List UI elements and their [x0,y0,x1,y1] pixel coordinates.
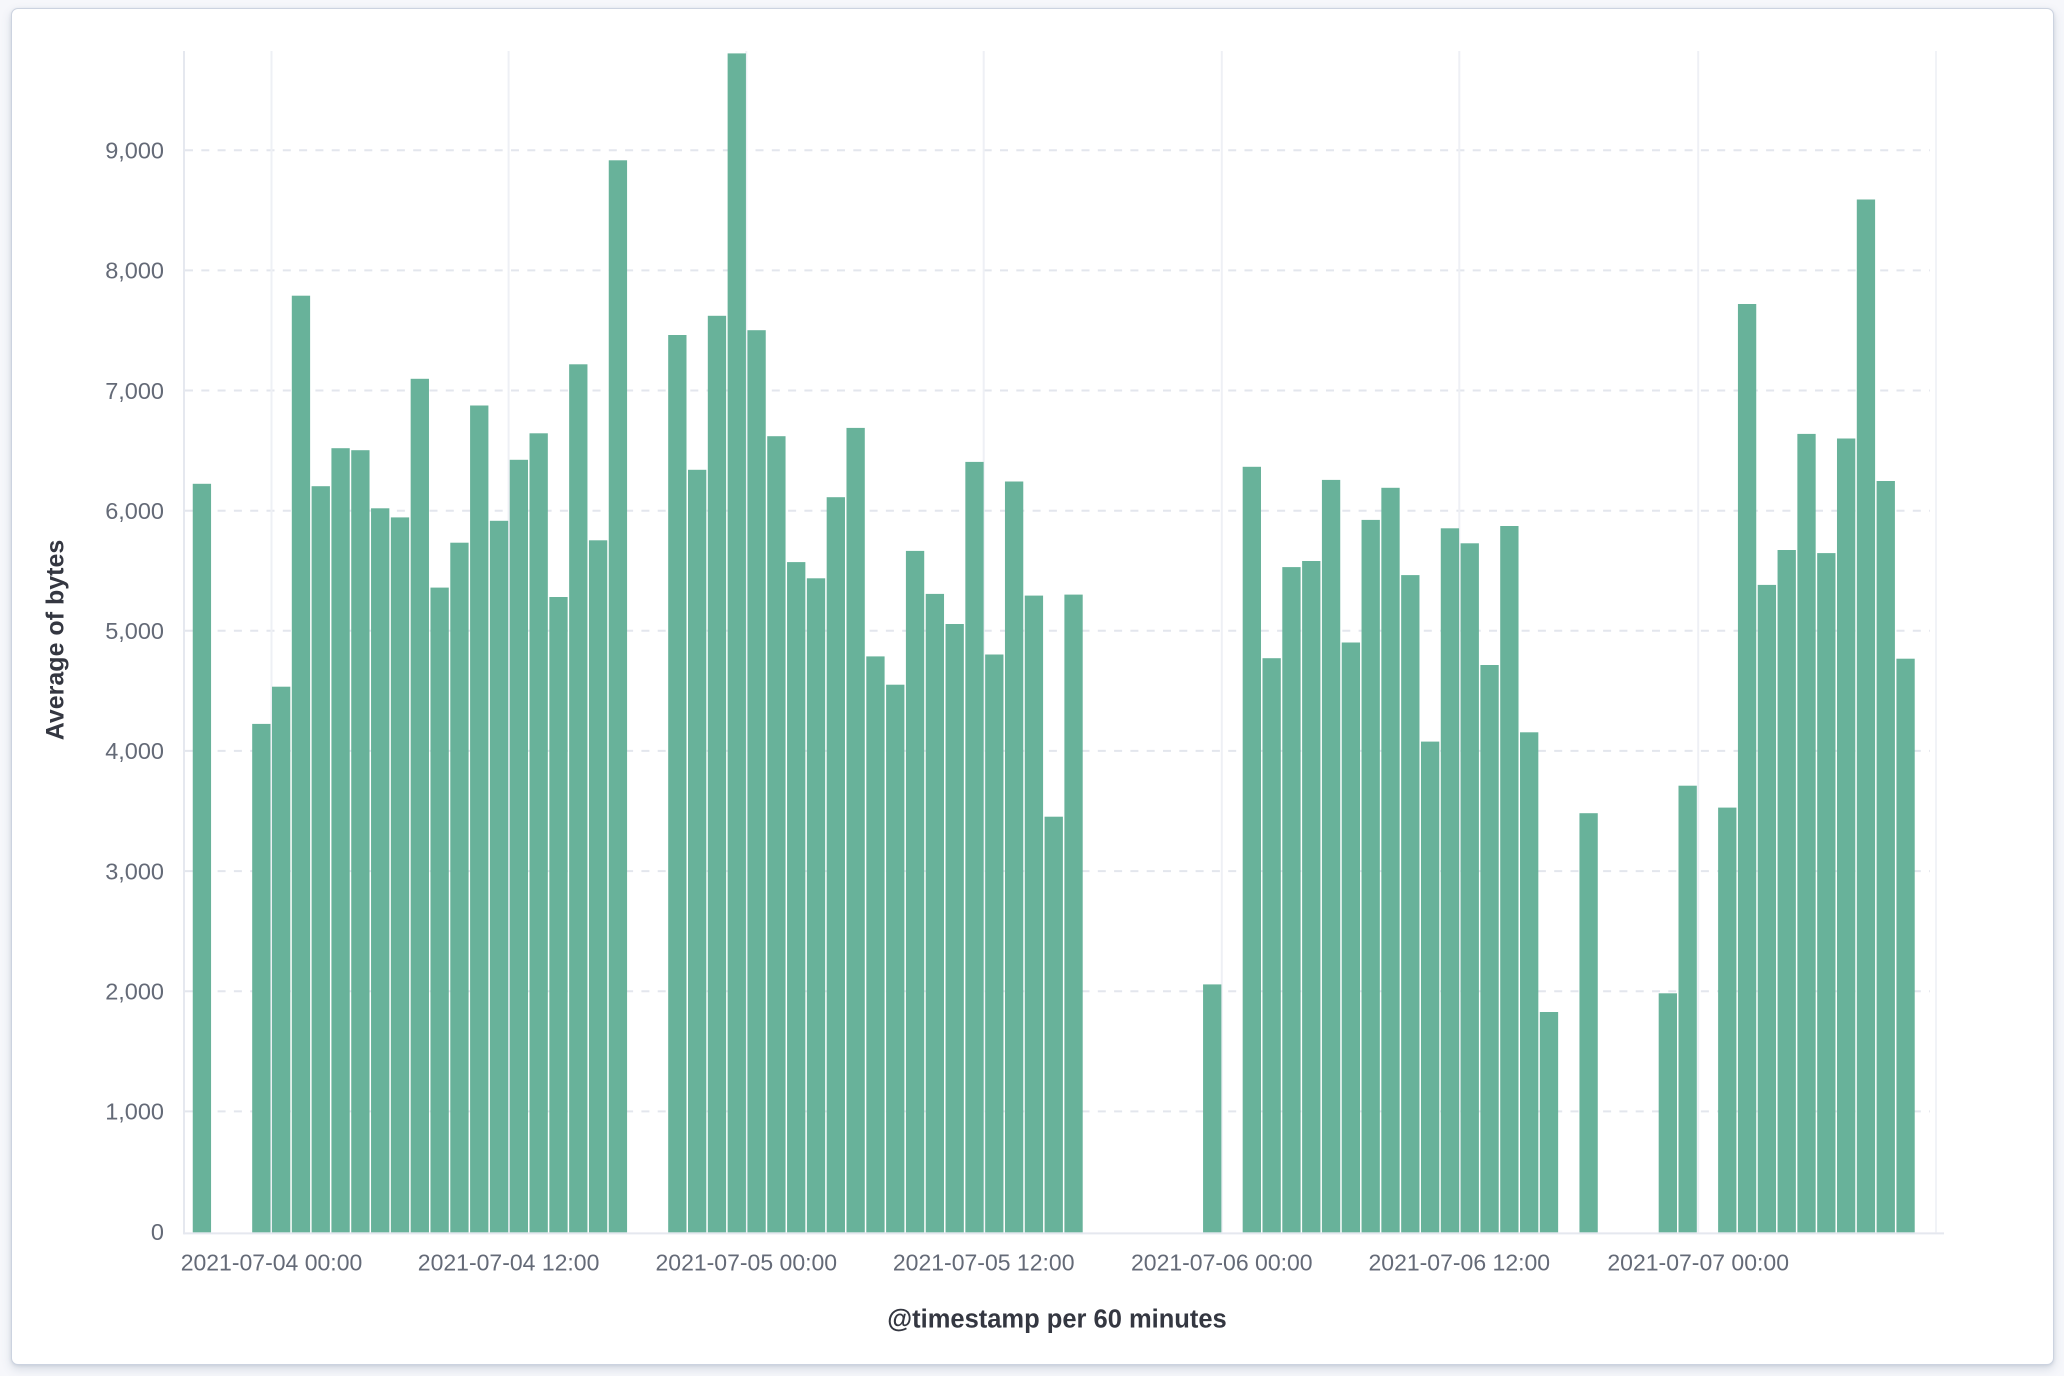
svg-text:5,000: 5,000 [105,618,164,644]
svg-text:4,000: 4,000 [105,738,164,764]
svg-text:9,000: 9,000 [105,138,164,164]
svg-text:2021-07-04 00:00: 2021-07-04 00:00 [181,1250,363,1276]
svg-text:6,000: 6,000 [105,498,164,524]
svg-text:8,000: 8,000 [105,258,164,284]
svg-text:7,000: 7,000 [105,378,164,404]
svg-text:2,000: 2,000 [105,979,164,1005]
svg-text:2021-07-05 00:00: 2021-07-05 00:00 [655,1250,837,1276]
svg-text:Average of bytes: Average of bytes [42,540,70,741]
svg-text:@timestamp per 60 minutes: @timestamp per 60 minutes [887,1306,1226,1334]
svg-text:1,000: 1,000 [105,1099,164,1125]
svg-text:2021-07-06 00:00: 2021-07-06 00:00 [1131,1250,1313,1276]
svg-text:2021-07-06 12:00: 2021-07-06 12:00 [1368,1250,1550,1276]
svg-text:2021-07-07 00:00: 2021-07-07 00:00 [1607,1250,1789,1276]
svg-text:0: 0 [151,1219,164,1245]
svg-text:2021-07-05 12:00: 2021-07-05 12:00 [893,1250,1075,1276]
svg-text:3,000: 3,000 [105,858,164,884]
svg-text:2021-07-04 12:00: 2021-07-04 12:00 [418,1250,600,1276]
